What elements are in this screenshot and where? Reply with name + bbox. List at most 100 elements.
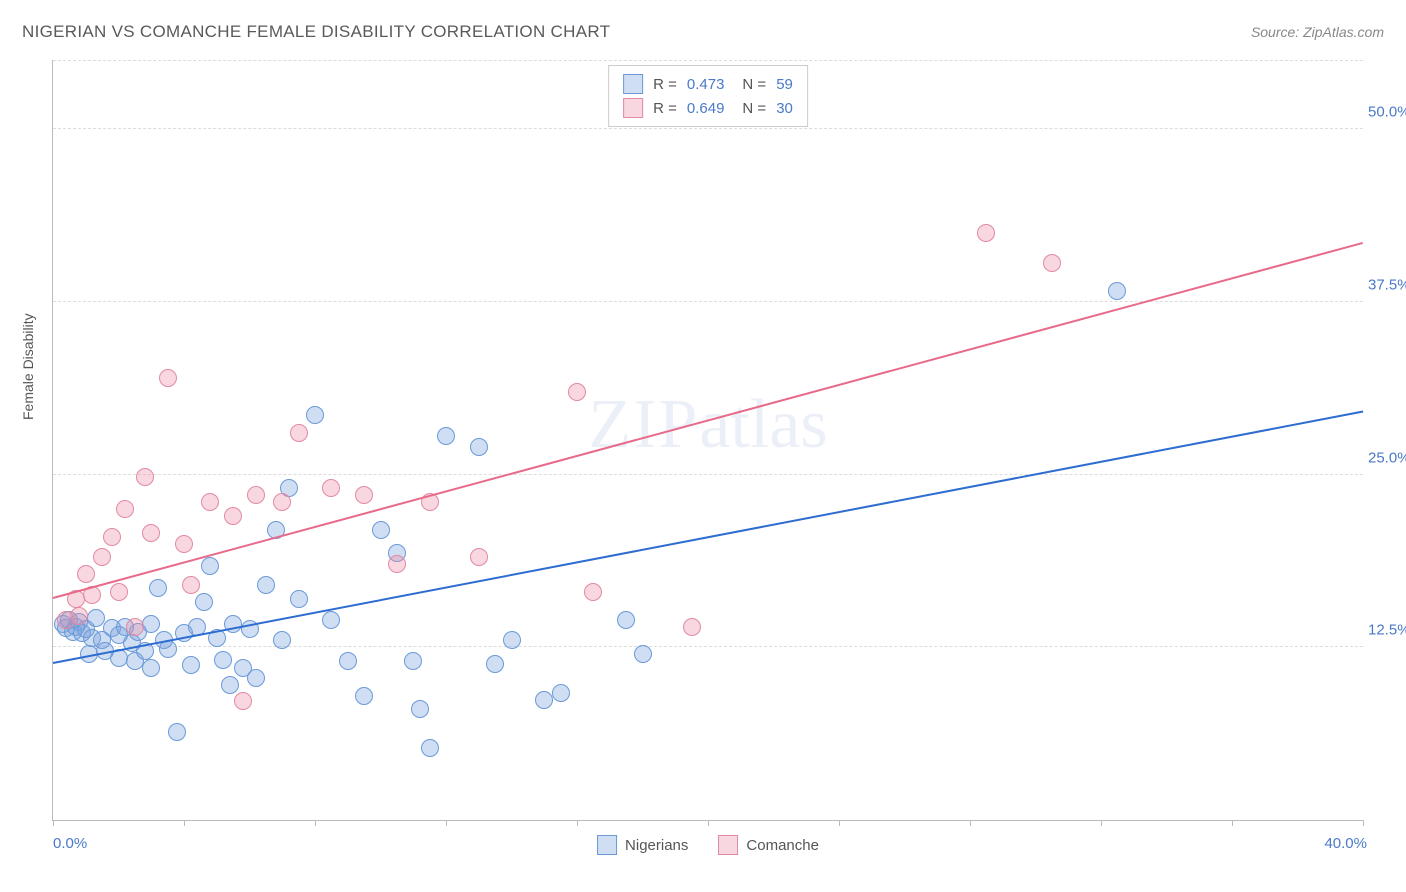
y-tick-label: 37.5% bbox=[1368, 276, 1406, 293]
data-point bbox=[175, 535, 193, 553]
data-point bbox=[221, 676, 239, 694]
data-point bbox=[322, 611, 340, 629]
data-point bbox=[404, 652, 422, 670]
x-tick bbox=[708, 820, 709, 826]
data-point bbox=[535, 691, 553, 709]
data-point bbox=[93, 548, 111, 566]
data-point bbox=[182, 576, 200, 594]
gridline bbox=[53, 646, 1363, 647]
data-point bbox=[103, 528, 121, 546]
y-axis-label: Female Disability bbox=[20, 313, 36, 420]
data-point bbox=[136, 468, 154, 486]
gridline bbox=[53, 474, 1363, 475]
data-point bbox=[470, 438, 488, 456]
swatch-icon bbox=[718, 835, 738, 855]
data-point bbox=[683, 618, 701, 636]
data-point bbox=[247, 669, 265, 687]
legend-item: Nigerians bbox=[597, 835, 688, 855]
y-tick-label: 25.0% bbox=[1368, 449, 1406, 466]
data-point bbox=[355, 486, 373, 504]
data-point bbox=[584, 583, 602, 601]
source-label: Source: ZipAtlas.com bbox=[1251, 24, 1384, 40]
x-tick bbox=[184, 820, 185, 826]
data-point bbox=[70, 607, 88, 625]
data-point bbox=[126, 618, 144, 636]
x-tick bbox=[315, 820, 316, 826]
data-point bbox=[634, 645, 652, 663]
data-point bbox=[201, 557, 219, 575]
legend-row: R = 0.473 N = 59 bbox=[623, 72, 793, 96]
data-point bbox=[273, 493, 291, 511]
data-point bbox=[214, 651, 232, 669]
x-tick bbox=[970, 820, 971, 826]
correlation-legend: R = 0.473 N = 59 R = 0.649 N = 30 bbox=[608, 65, 808, 127]
data-point bbox=[290, 590, 308, 608]
data-point bbox=[355, 687, 373, 705]
data-point bbox=[110, 583, 128, 601]
series-legend: Nigerians Comanche bbox=[597, 835, 819, 855]
scatter-plot: ZIPatlas R = 0.473 N = 59 R = 0.649 N = … bbox=[52, 60, 1363, 821]
data-point bbox=[503, 631, 521, 649]
data-point bbox=[142, 659, 160, 677]
data-point bbox=[421, 739, 439, 757]
data-point bbox=[116, 500, 134, 518]
data-point bbox=[322, 479, 340, 497]
data-point bbox=[306, 406, 324, 424]
title-bar: NIGERIAN VS COMANCHE FEMALE DISABILITY C… bbox=[22, 22, 1384, 42]
data-point bbox=[1108, 282, 1126, 300]
data-point bbox=[486, 655, 504, 673]
data-point bbox=[470, 548, 488, 566]
chart-title: NIGERIAN VS COMANCHE FEMALE DISABILITY C… bbox=[22, 22, 610, 42]
data-point bbox=[201, 493, 219, 511]
data-point bbox=[257, 576, 275, 594]
r-value: 0.473 bbox=[687, 76, 725, 93]
x-tick bbox=[1101, 820, 1102, 826]
r-value: 0.649 bbox=[687, 100, 725, 117]
data-point bbox=[87, 609, 105, 627]
data-point bbox=[142, 615, 160, 633]
x-tick-label: 40.0% bbox=[1324, 835, 1367, 852]
data-point bbox=[388, 555, 406, 573]
data-point bbox=[195, 593, 213, 611]
swatch-icon bbox=[623, 98, 643, 118]
data-point bbox=[290, 424, 308, 442]
x-tick bbox=[53, 820, 54, 826]
data-point bbox=[372, 521, 390, 539]
data-point bbox=[168, 723, 186, 741]
n-value: 30 bbox=[776, 100, 793, 117]
swatch-icon bbox=[597, 835, 617, 855]
data-point bbox=[247, 486, 265, 504]
data-point bbox=[149, 579, 167, 597]
data-point bbox=[159, 369, 177, 387]
swatch-icon bbox=[623, 74, 643, 94]
x-tick bbox=[1363, 820, 1364, 826]
legend-row: R = 0.649 N = 30 bbox=[623, 96, 793, 120]
data-point bbox=[182, 656, 200, 674]
x-tick bbox=[446, 820, 447, 826]
gridline bbox=[53, 128, 1363, 129]
data-point bbox=[77, 565, 95, 583]
n-value: 59 bbox=[776, 76, 793, 93]
data-point bbox=[552, 684, 570, 702]
x-tick-label: 0.0% bbox=[53, 835, 87, 852]
y-tick-label: 50.0% bbox=[1368, 104, 1406, 121]
data-point bbox=[1043, 254, 1061, 272]
x-tick bbox=[839, 820, 840, 826]
data-point bbox=[142, 524, 160, 542]
data-point bbox=[234, 692, 252, 710]
trend-line bbox=[53, 410, 1363, 663]
data-point bbox=[568, 383, 586, 401]
x-tick bbox=[577, 820, 578, 826]
data-point bbox=[224, 507, 242, 525]
trend-line bbox=[53, 242, 1364, 599]
y-tick-label: 12.5% bbox=[1368, 622, 1406, 639]
data-point bbox=[437, 427, 455, 445]
gridline bbox=[53, 301, 1363, 302]
data-point bbox=[977, 224, 995, 242]
x-tick bbox=[1232, 820, 1233, 826]
data-point bbox=[411, 700, 429, 718]
data-point bbox=[339, 652, 357, 670]
gridline bbox=[53, 60, 1363, 61]
data-point bbox=[273, 631, 291, 649]
legend-item: Comanche bbox=[718, 835, 819, 855]
